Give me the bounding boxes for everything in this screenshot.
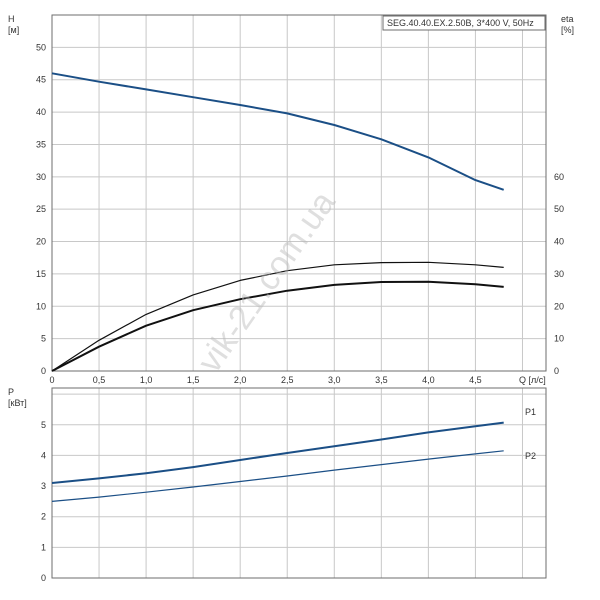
power-y-tick-label: 2 [41,512,46,522]
y-right-tick-label: 20 [554,301,564,311]
y-left-tick-label: 50 [36,42,46,52]
x-tick-label: 4,0 [422,375,435,385]
chart-title: SEG.40.40.EX.2.50B, 3*400 V, 50Hz [387,18,534,28]
y-left-tick-label: 40 [36,107,46,117]
top-series-group [51,72,505,372]
bottom-tick-labels: 0 1 2 3 4 5 [41,420,46,583]
x-tick-label: 1,5 [187,375,200,385]
series-label-p2: P2 [525,451,536,461]
p2-curve [51,450,504,502]
efficiency-curve-upper [51,261,504,372]
y-left-label-p: P [8,387,14,397]
y-left-tick-label: 45 [36,75,46,85]
series-label-p1: P1 [525,407,536,417]
y-right-label-eta: eta [561,14,574,24]
power-panel: 0 1 2 3 4 5 P [кВт] P1 P2 [8,387,547,583]
x-tick-label: 4,5 [469,375,482,385]
x-axis-label-q: Q [л/с] [519,375,546,385]
x-tick-label: 3,5 [375,375,388,385]
bottom-grid [52,388,546,578]
x-tick-label: 2,5 [281,375,294,385]
y-left-tick-label: 20 [36,237,46,247]
y-right-tick-label: 0 [554,366,559,376]
efficiency-curve-lower [51,280,504,372]
y-left-tick-label: 5 [41,334,46,344]
y-left-tick-label: 10 [36,301,46,311]
bottom-series-group [51,421,504,502]
y-right-unit-percent: [%] [561,25,574,35]
y-right-tick-label: 60 [554,172,564,182]
y-left-tick-label: 30 [36,172,46,182]
y-left-tick-label: 25 [36,204,46,214]
y-right-tick-label: 50 [554,204,564,214]
y-left-unit-kw: [кВт] [8,398,27,408]
x-tick-label: 1,0 [140,375,153,385]
power-y-tick-label: 4 [41,450,46,460]
watermark: vik-21.com.ua [190,184,343,379]
power-y-tick-label: 5 [41,420,46,430]
y-left-tick-label: 15 [36,269,46,279]
x-tick-label: 0 [49,375,54,385]
y-left-tick-label: 0 [41,366,46,376]
top-plot-frame [51,14,547,372]
x-tick-label: 0,5 [93,375,106,385]
y-right-tick-label: 30 [554,269,564,279]
p1-curve [51,421,504,484]
power-y-tick-label: 3 [41,481,46,491]
y-left-unit-m: [м] [8,25,19,35]
x-tick-label: 2,0 [234,375,247,385]
title-box [382,15,546,31]
y-right-tick-label: 10 [554,334,564,344]
y-left-label-h: H [8,14,15,24]
power-y-tick-label: 0 [41,573,46,583]
power-y-tick-label: 1 [41,542,46,552]
x-tick-label: 3,0 [328,375,341,385]
head-efficiency-panel: 0 0,5 1,0 1,5 2,0 2,5 3,0 3,5 4,0 4,5 0 5 10 15 20 25 30… [8,14,574,385]
bottom-plot-frame [51,387,547,579]
top-tick-labels: 0 0,5 1,0 1,5 2,0 2,5 3,0 3,5 4,0 4,5 0 5 10 15 20 25 30… [36,42,564,385]
y-right-tick-label: 40 [554,237,564,247]
top-grid [52,15,546,371]
head-curve [51,72,505,191]
y-left-tick-label: 35 [36,139,46,149]
